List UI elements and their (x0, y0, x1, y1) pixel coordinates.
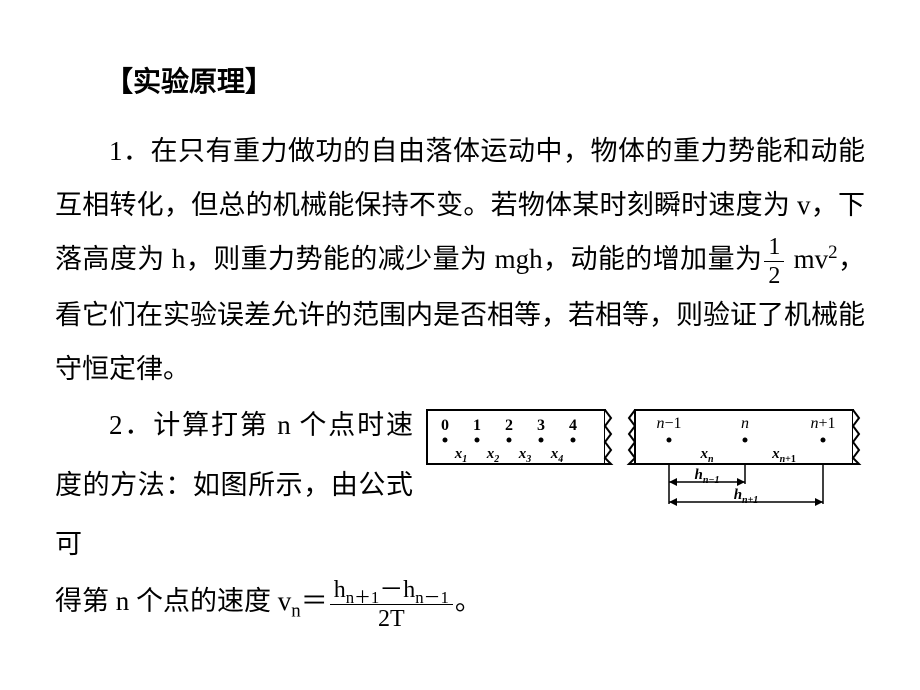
fden: 2T (330, 605, 453, 631)
svg-text:4: 4 (569, 417, 577, 434)
para1-sup: 2 (828, 242, 837, 263)
svg-text:2: 2 (505, 417, 513, 434)
formula-eq: ＝ (301, 586, 328, 616)
left-strip: 0 1 2 3 4 x1 x2 x3 (427, 410, 611, 465)
formula-line: 得第 n 个点的速度 vn＝hn＋1－hn－12T。 (55, 574, 865, 630)
svg-text:hn−1: hn−1 (695, 467, 720, 486)
right-strip: n−1 n n+1 xn xn+1 (629, 410, 859, 506)
formula-vn-sub: n (291, 601, 300, 622)
section-2-row: 2．计算打第 n 个点时速度的方法：如图所示，由公式可 0 1 2 3 4 (55, 396, 865, 574)
svg-text:3: 3 (537, 417, 545, 434)
frac1-num: 1 (764, 235, 784, 262)
svg-text:0: 0 (441, 417, 449, 434)
fnum-mid: －h (379, 577, 415, 603)
svg-text:1: 1 (473, 417, 481, 434)
fraction-half: 12 (764, 235, 784, 288)
fnum-s2: n－1 (415, 588, 449, 607)
para1-mv: mv (794, 244, 829, 274)
fnum-h1: h (334, 577, 346, 603)
svg-text:n−1: n−1 (656, 415, 681, 432)
para2-text-a: 2．计算打第 n 个点时速度的方法：如图所示，由公式可 (55, 410, 413, 559)
fnum-s1: n＋1 (346, 588, 380, 607)
paragraph-1: 1．在只有重力做功的自由落体运动中，物体的重力势能和动能互相转化，但总的机械能保… (55, 124, 865, 396)
svg-text:n+1: n+1 (810, 415, 835, 432)
formula-pre: 得第 n 个点的速度 v (55, 586, 291, 616)
tape-diagram: 0 1 2 3 4 x1 x2 x3 (425, 402, 865, 517)
formula-fraction: hn＋1－hn－12T (330, 578, 453, 631)
svg-text:n: n (741, 415, 749, 432)
frac1-den: 2 (764, 262, 784, 288)
para1-text-a: 1．在只有重力做功的自由落体运动中，物体的重力势能和动能互相转化，但总的机械能保… (55, 136, 865, 274)
formula-end: 。 (455, 586, 482, 616)
section-heading: 【实验原理】 (105, 60, 865, 100)
svg-text:hn+1: hn+1 (734, 487, 759, 506)
paragraph-2: 2．计算打第 n 个点时速度的方法：如图所示，由公式可 (55, 396, 413, 574)
